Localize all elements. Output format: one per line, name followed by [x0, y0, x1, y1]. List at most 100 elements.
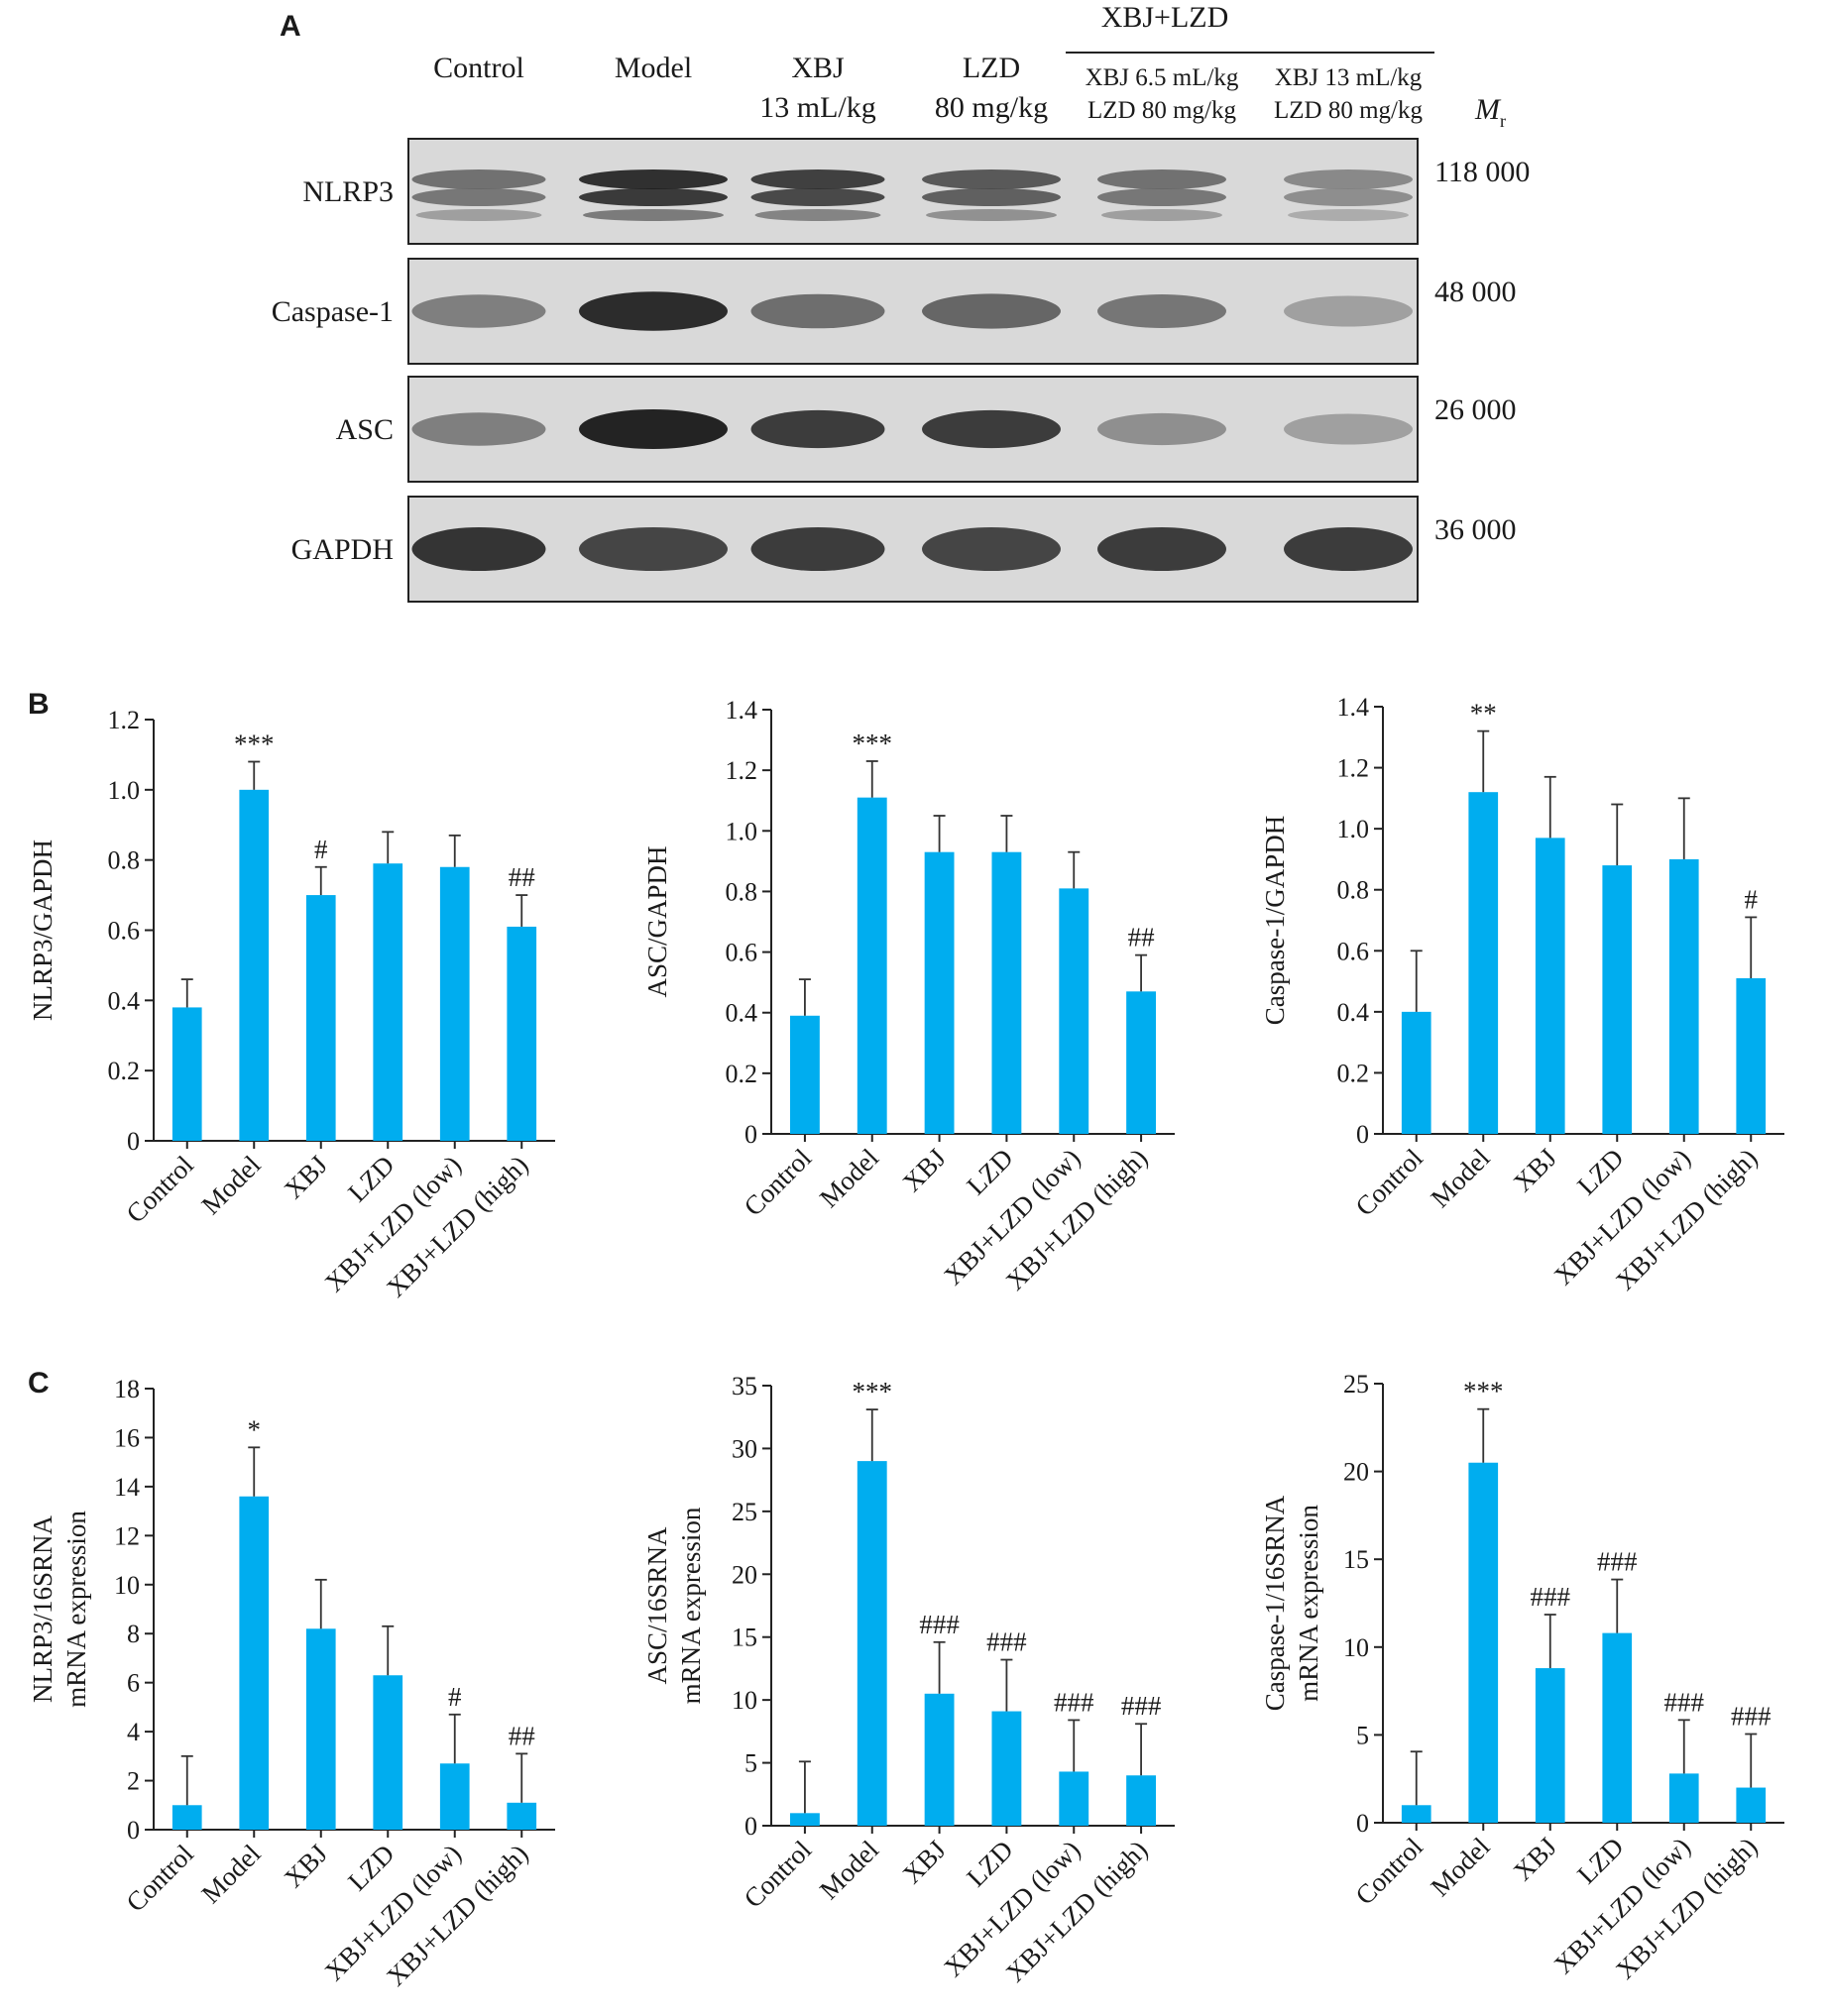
- y-axis-label: mRNA expression: [676, 1507, 706, 1704]
- bar: [1401, 1011, 1431, 1134]
- x-category-label: Control: [1349, 1143, 1429, 1222]
- lane-header-line2: 13 mL/kg: [759, 91, 876, 124]
- x-category-label: Control: [739, 1835, 818, 1914]
- blot-band: [1097, 527, 1226, 571]
- bar: [1668, 858, 1699, 1134]
- x-category-label: LZD: [1571, 1832, 1629, 1889]
- bar: [1126, 991, 1157, 1134]
- x-category-label: Control: [1349, 1832, 1429, 1911]
- blot-protein-label: ASC: [336, 413, 394, 446]
- bar: [1602, 865, 1633, 1134]
- blot-strip: [407, 258, 1419, 365]
- blot-band: [922, 527, 1061, 571]
- y-axis-label: mRNA expression: [1294, 1505, 1323, 1702]
- y-tick-label: 1.0: [1337, 815, 1370, 843]
- significance-label: ###: [1121, 1691, 1162, 1721]
- blot-band: [1284, 169, 1413, 189]
- x-category-label: XBJ: [1508, 1832, 1562, 1886]
- bar: [789, 1015, 820, 1134]
- chart-c-nlrp3-mrna: 0 2 4 6 8 10 12 14 16 18 NLRP3/16SRNA mRNA expressi…: [28, 1375, 555, 1992]
- y-tick-label: 1.2: [108, 706, 141, 734]
- y-tick-label: 35: [732, 1372, 757, 1400]
- blot-band: [754, 209, 881, 221]
- bar: [857, 1461, 887, 1826]
- significance-label: ***: [853, 1377, 893, 1406]
- bar: [991, 1711, 1022, 1826]
- y-tick-label: 0: [127, 1127, 140, 1156]
- significance-label: ###: [1597, 1547, 1638, 1577]
- y-tick-label: 1.2: [1337, 754, 1370, 783]
- significance-label: ###: [919, 1610, 960, 1639]
- y-tick-label: 30: [732, 1434, 757, 1463]
- x-category-label: LZD: [342, 1150, 400, 1207]
- bar: [1736, 1787, 1767, 1823]
- y-tick-label: 10: [732, 1686, 757, 1715]
- bar: [305, 895, 336, 1141]
- x-category-label: XBJ: [279, 1150, 333, 1204]
- bar: [439, 1763, 470, 1830]
- x-category-label: LZD: [961, 1835, 1018, 1892]
- x-category-label: LZD: [961, 1143, 1018, 1200]
- y-tick-label: 0: [1356, 1120, 1369, 1149]
- significance-label: ***: [1463, 1377, 1504, 1406]
- panel-a-letter: A: [280, 10, 301, 43]
- y-tick-label: 1.4: [726, 696, 758, 725]
- panel-a-western-blot: A XBJ+LZD Control Model XBJ 13 mL/kg LZD…: [272, 1, 1530, 603]
- bar: [305, 1628, 336, 1830]
- bar: [373, 863, 403, 1141]
- y-tick-label: 15: [1343, 1545, 1369, 1574]
- lane-header-line1: Model: [615, 52, 692, 84]
- significance-label: ***: [234, 729, 275, 759]
- blot-band: [750, 188, 885, 206]
- significance-label: #: [314, 835, 328, 864]
- x-category-label: Control: [739, 1143, 818, 1222]
- chart-b-asc: 0 0.2 0.4 0.6 0.8 1.0 1.2 1.4 ASC/GAPDH Control **…: [642, 696, 1175, 1296]
- lane-header-line2: LZD 80 mg/kg: [1087, 97, 1236, 124]
- blot-protein-label: Caspase-1: [272, 295, 394, 328]
- y-tick-label: 1.0: [108, 776, 141, 805]
- bar: [1468, 792, 1499, 1134]
- group-header-xbj-lzd: XBJ+LZD: [1101, 1, 1229, 34]
- blot-band: [1288, 209, 1409, 221]
- blot-mr-label: 118 000: [1434, 156, 1530, 188]
- y-tick-label: 18: [114, 1375, 140, 1403]
- y-tick-label: 0.6: [1337, 937, 1370, 965]
- y-tick-label: 20: [1343, 1458, 1369, 1487]
- chart-c-asc-mrna: 0 5 10 15 20 25 30 35 ASC/16SRNA mRNA expression C…: [642, 1372, 1175, 1988]
- bar: [1602, 1632, 1633, 1823]
- y-tick-label: 15: [732, 1624, 757, 1652]
- blot-mr-label: 48 000: [1434, 276, 1517, 308]
- y-axis-label: NLRP3/16SRNA: [28, 1514, 57, 1703]
- blot-band: [922, 409, 1061, 449]
- bar: [239, 1496, 270, 1830]
- lane-header-line1: LZD: [963, 52, 1020, 84]
- bar: [1535, 1668, 1565, 1823]
- blot-band: [922, 169, 1061, 189]
- y-tick-label: 0.8: [726, 877, 758, 906]
- blot-band: [1284, 413, 1413, 445]
- blot-band: [922, 293, 1061, 329]
- y-tick-label: 16: [114, 1423, 140, 1452]
- chart-c-caspase1-mrna: 0 5 10 15 20 25 Caspase-1/16SRNA mRNA expressio…: [1260, 1370, 1784, 1985]
- blot-band: [411, 188, 546, 206]
- y-tick-label: 2: [127, 1767, 140, 1796]
- blot-band: [411, 412, 546, 446]
- x-category-label: XBJ: [279, 1839, 333, 1893]
- significance-label: #: [448, 1682, 462, 1712]
- significance-label: ###: [986, 1627, 1027, 1657]
- bar: [507, 1802, 537, 1830]
- significance-label: **: [1470, 699, 1497, 728]
- y-tick-label: 0.6: [726, 939, 758, 967]
- lane-header-line2: 80 mg/kg: [935, 91, 1048, 124]
- blot-band: [926, 209, 1057, 221]
- blot-band: [750, 169, 885, 189]
- y-tick-label: 4: [127, 1718, 140, 1746]
- y-tick-label: 0.4: [1337, 998, 1370, 1027]
- bar: [172, 1805, 202, 1830]
- y-tick-label: 0.6: [108, 917, 141, 946]
- bar: [789, 1813, 820, 1826]
- y-tick-label: 12: [114, 1521, 140, 1550]
- y-tick-label: 1.0: [726, 817, 758, 845]
- bar: [1668, 1773, 1699, 1823]
